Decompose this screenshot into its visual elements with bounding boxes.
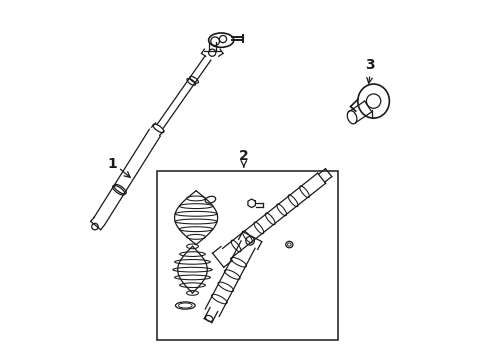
Text: 3: 3 [365,58,374,72]
Bar [156,171,337,339]
Text: 1: 1 [107,157,117,171]
Text: 2: 2 [239,149,248,163]
